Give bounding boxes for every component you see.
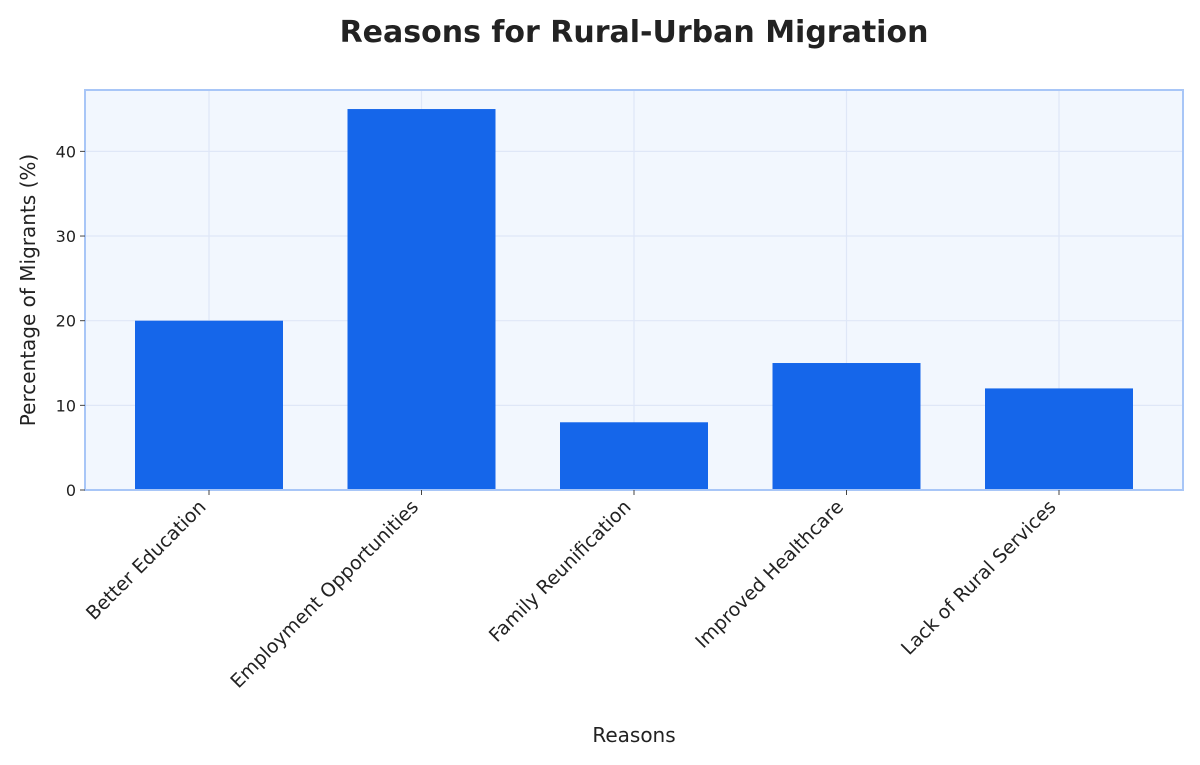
x-axis-label: Reasons — [592, 723, 675, 747]
chart-title: Reasons for Rural-Urban Migration — [340, 15, 929, 50]
y-tick-label: 30 — [56, 227, 76, 246]
bar-3 — [772, 363, 921, 490]
y-tick-label: 10 — [56, 396, 76, 415]
bar-1 — [347, 109, 496, 491]
x-tick-label: Employment Opportunities — [226, 496, 423, 693]
x-tick-label: Family Reunification — [485, 496, 636, 647]
bars — [135, 109, 1133, 491]
bar-0 — [135, 320, 283, 490]
x-tick-label: Lack of Rural Services — [897, 496, 1061, 660]
y-tick-label: 0 — [66, 481, 76, 500]
bar-2 — [560, 422, 708, 490]
y-tick-label: 40 — [56, 142, 76, 161]
x-tick-label: Improved Healthcare — [691, 496, 848, 653]
y-axis-ticks: 0 10 20 30 40 — [56, 142, 85, 500]
x-axis-ticks: Better Education Employment Opportunities… — [82, 490, 1061, 693]
y-tick-label: 20 — [56, 312, 76, 331]
y-axis-label: Percentage of Migrants (%) — [16, 154, 40, 426]
x-tick-label: Better Education — [82, 496, 211, 625]
bar-4 — [985, 388, 1133, 490]
